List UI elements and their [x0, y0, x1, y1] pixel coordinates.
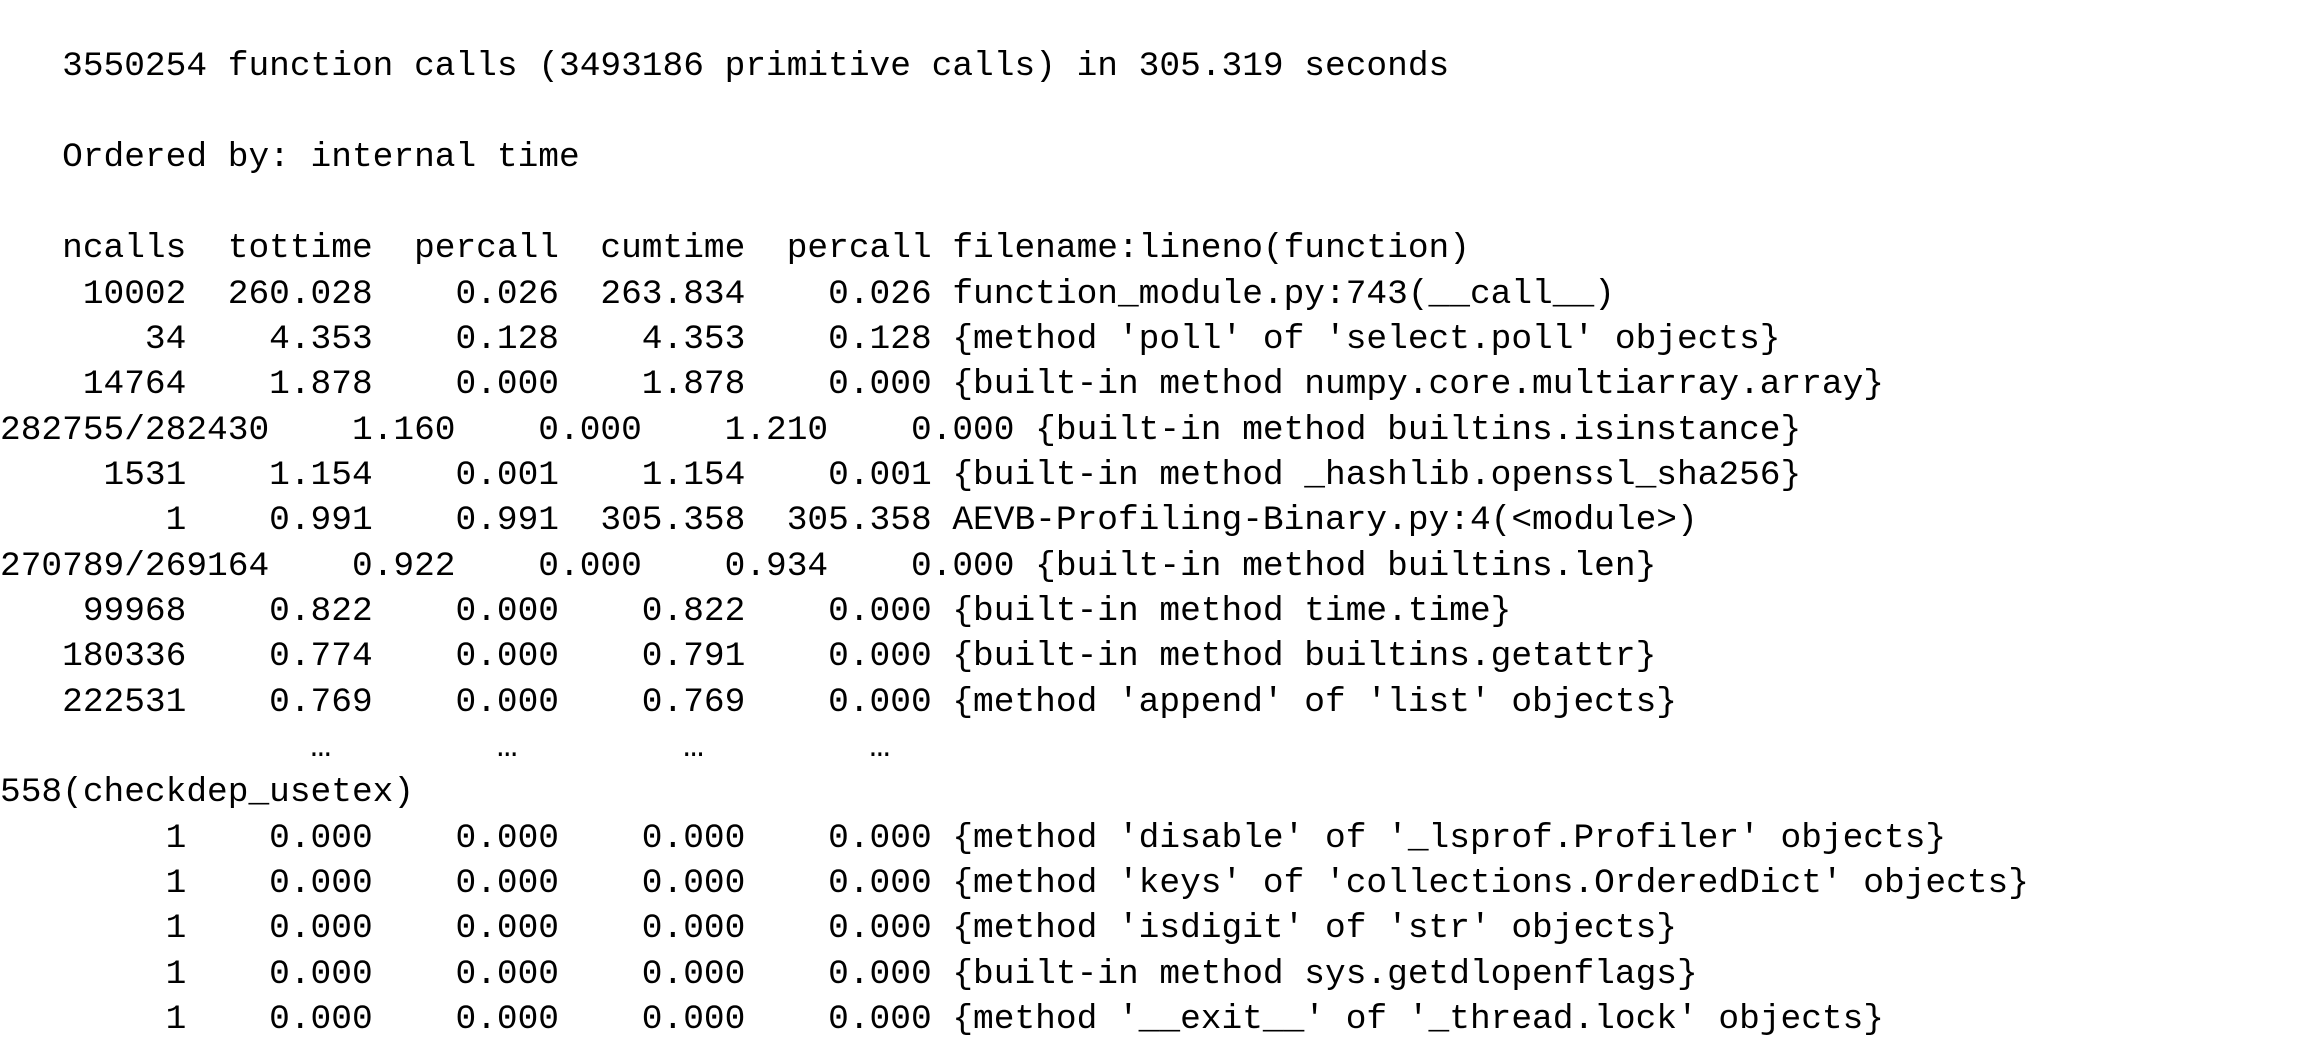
table-header: ncalls tottime percall cumtime percall f…	[0, 229, 1470, 268]
table-row: 1 0.991 0.991 305.358 305.358 AEVB-Profi…	[0, 501, 1698, 540]
ellipsis-row: … … … …	[0, 728, 891, 767]
table-row: 282755/282430 1.160 0.000 1.210 0.000 {b…	[0, 411, 1802, 450]
table-row: 1 0.000 0.000 0.000 0.000 {method 'isdig…	[0, 909, 1677, 948]
truncated-row: 558(checkdep_usetex)	[0, 773, 415, 812]
table-row: 14764 1.878 0.000 1.878 0.000 {built-in …	[0, 365, 1885, 404]
table-row: 270789/269164 0.922 0.000 0.934 0.000 {b…	[0, 547, 1657, 586]
table-row: 34 4.353 0.128 4.353 0.128 {method 'poll…	[0, 320, 1781, 359]
table-row: 180336 0.774 0.000 0.791 0.000 {built-in…	[0, 637, 1657, 676]
table-row: 1531 1.154 0.001 1.154 0.001 {built-in m…	[0, 456, 1802, 495]
table-row: 1 0.000 0.000 0.000 0.000 {method 'keys'…	[0, 864, 2029, 903]
table-row: 1 0.000 0.000 0.000 0.000 {method '__exi…	[0, 1000, 1885, 1039]
table-row: 10002 260.028 0.026 263.834 0.026 functi…	[0, 275, 1615, 314]
ordered-by-line: Ordered by: internal time	[0, 138, 580, 177]
summary-line: 3550254 function calls (3493186 primitiv…	[0, 47, 1450, 86]
table-row: 1 0.000 0.000 0.000 0.000 {built-in meth…	[0, 955, 1698, 994]
table-row: 1 0.000 0.000 0.000 0.000 {method 'disab…	[0, 819, 1947, 858]
table-row: 222531 0.769 0.000 0.769 0.000 {method '…	[0, 683, 1677, 722]
table-row: 99968 0.822 0.000 0.822 0.000 {built-in …	[0, 592, 1512, 631]
